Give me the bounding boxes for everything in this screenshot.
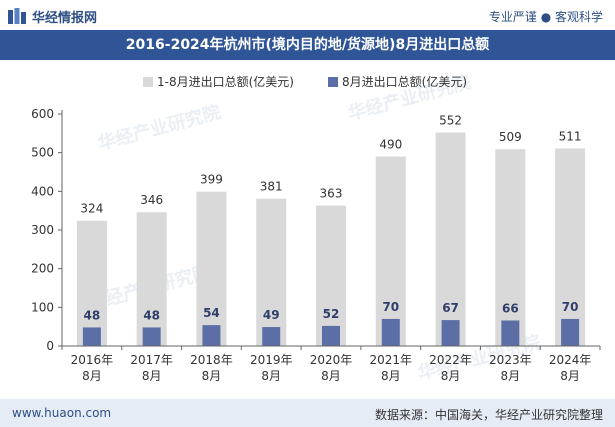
bar-august-label: 70: [382, 300, 399, 314]
bar-august: [82, 327, 101, 346]
watermark-text: 华经产业研究院: [96, 101, 223, 155]
bar-chart: 华经产业研究院 华经产业研究院 华经产业研究院 华经产业研究院 1-8月进出口总…: [31, 71, 601, 385]
bar-august: [501, 320, 520, 346]
legend-label: 8月进出口总额(亿美元): [342, 74, 467, 89]
footer-source: 数据来源：中国海关，华经产业研究院整理: [374, 408, 603, 422]
bar-total: [256, 198, 287, 346]
bar-total-label: 490: [379, 138, 402, 152]
bar-total-label: 346: [140, 193, 163, 207]
bar-total: [316, 205, 346, 346]
x-axis: 2016年 8月 2017年 8月 2018年 8月 2019年 8月 2020年 8月 2021年…: [61, 345, 601, 383]
y-axis: 0 100 200 300 400 500 600: [31, 107, 63, 353]
huaon-logo-icon: [8, 8, 26, 24]
y-tick-label: 0: [46, 339, 54, 353]
bar-total: [495, 149, 526, 346]
brand-name: 华经情报网: [32, 11, 98, 26]
bar-august: [322, 325, 340, 346]
top-bar: 华经情报网 专业严谨 ● 客观科学: [0, 0, 615, 30]
bar-august-label: 49: [263, 308, 280, 322]
bar-august: [441, 320, 460, 346]
x-tick-label: 2024年 8月: [549, 353, 592, 383]
bar-total: [196, 191, 227, 346]
bar-total: [435, 132, 466, 346]
y-tick-label: 200: [31, 262, 54, 276]
bar-august-label: 48: [84, 308, 101, 322]
bar-total: [136, 212, 167, 346]
bar-august-label: 48: [143, 308, 160, 322]
footer-website: www.huaon.com: [12, 406, 112, 420]
bar-total-label: 399: [200, 173, 223, 187]
y-tick-label: 300: [31, 223, 54, 237]
bar-total-label: 324: [80, 202, 103, 216]
x-tick-label: 2022年 8月: [429, 353, 472, 383]
bar-total-label: 363: [320, 187, 343, 201]
footer: www.huaon.com 数据来源：中国海关，华经产业研究院整理: [0, 399, 615, 427]
bar-total-label: 511: [559, 129, 582, 143]
bar-august-label: 70: [562, 300, 579, 314]
bar-august-label: 66: [502, 301, 519, 315]
bar-august: [381, 318, 400, 346]
legend-label: 1-8月进出口总额(亿美元): [157, 74, 294, 89]
bar-total: [555, 148, 586, 346]
x-tick-label: 2016年 8月: [71, 353, 114, 383]
bar-total-label: 509: [499, 130, 522, 144]
x-tick-label: 2020年 8月: [310, 353, 353, 383]
chart-legend: 1-8月进出口总额(亿美元) 8月进出口总额(亿美元): [143, 74, 467, 89]
bar-total-label: 552: [439, 114, 462, 128]
bar-august-label: 52: [323, 307, 340, 321]
x-tick-label: 2023年 8月: [489, 353, 532, 383]
chart-title: 2016-2024年杭州市(境内目的地/货源地)8月进出口总额: [0, 30, 615, 60]
y-tick-label: 600: [31, 107, 54, 121]
y-tick-label: 400: [31, 184, 54, 198]
bar-august-label: 67: [442, 301, 459, 315]
x-tick-label: 2017年 8月: [130, 353, 173, 383]
bar-total-label: 381: [260, 180, 283, 194]
bar-august-label: 54: [203, 306, 220, 320]
legend-swatch: [328, 77, 338, 87]
x-tick-label: 2021年 8月: [370, 353, 413, 383]
bar-august: [262, 327, 281, 346]
bar-august: [561, 318, 580, 346]
bars-layer: 324 48 346 48 399 54 381 49 363 52 490 70 552 67 509 66…: [76, 114, 586, 346]
bar-august: [142, 327, 161, 346]
bar-total: [76, 220, 107, 346]
bar-august: [202, 325, 221, 346]
tagline: 专业严谨 ● 客观科学: [488, 10, 603, 24]
y-tick-label: 100: [31, 300, 54, 314]
x-tick-label: 2019年 8月: [250, 353, 293, 383]
y-tick-label: 500: [31, 146, 54, 160]
legend-swatch: [143, 77, 153, 87]
x-tick-label: 2018年 8月: [190, 353, 233, 383]
bar-total: [375, 156, 406, 346]
